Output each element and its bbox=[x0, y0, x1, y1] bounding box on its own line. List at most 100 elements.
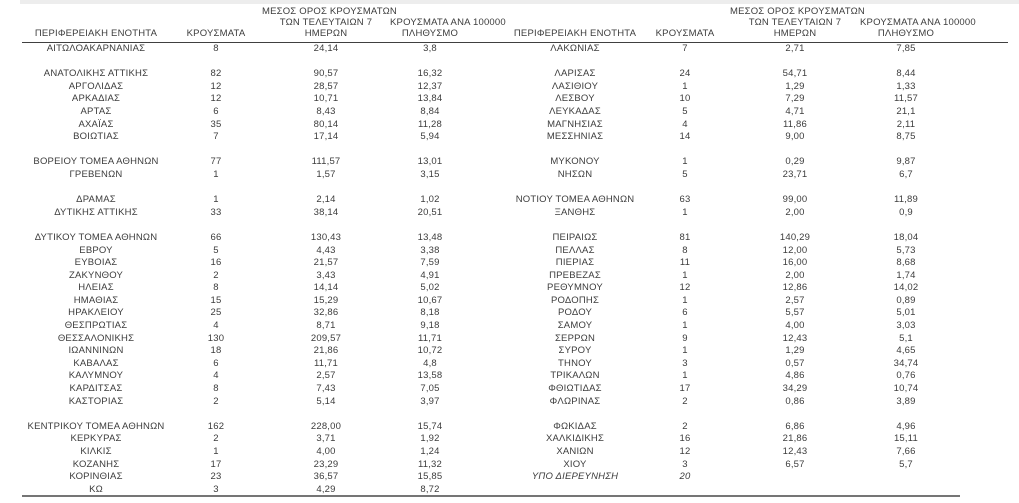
right-per100k-cell: 0,9 bbox=[899, 206, 913, 218]
right-cases-cell: 12 bbox=[679, 282, 691, 294]
table-row: ΑΡΚΑΔΙΑΣ 12 10,71 13,84 ΛΕΣΒΟΥ 10 7,29 11,57 bbox=[22, 93, 1008, 106]
right-cases-cell: 11 bbox=[679, 257, 691, 269]
right-cases-cell: 8 bbox=[682, 244, 688, 256]
table-row: ΗΜΑΘΙΑΣ 15 15,29 10,67 ΡΟΔΟΠΗΣ 1 2,57 0,89 bbox=[22, 295, 1008, 308]
header-region-right-label: ΠΕΡΙΦΕΡΕΙΑΚΗ ΕΝΟΤΗΤΑ bbox=[513, 28, 637, 39]
right-per100k-cell: 18,04 bbox=[893, 231, 919, 243]
right-region-cell: ΧΙΟΥ bbox=[563, 458, 587, 470]
header-per100k-right-line2: ΠΛΗΘΥΣΜΟ bbox=[877, 28, 935, 39]
left-per100k-cell: 5,94 bbox=[420, 131, 440, 143]
right-cases-cell: 20 bbox=[679, 471, 691, 483]
left-cases-cell: 82 bbox=[210, 68, 222, 80]
left-per100k-cell: 13,84 bbox=[417, 93, 443, 105]
right-region-cell: ΠΡΕΒΕΖΑΣ bbox=[549, 269, 601, 281]
left-per100k-cell: 20,51 bbox=[417, 206, 443, 218]
right-per100k-cell: 3,03 bbox=[896, 320, 916, 332]
right-avg7-cell: 99,00 bbox=[782, 194, 808, 206]
left-region-cell: ΚΕΡΚΥΡΑΣ bbox=[70, 433, 122, 445]
left-avg7-cell: 8,71 bbox=[316, 320, 336, 332]
header-cases-left: ΚΡΟΥΣΜΑΤΑ bbox=[170, 4, 262, 43]
right-region-cell: ΛΕΣΒΟΥ bbox=[555, 93, 595, 105]
left-region-cell: ΓΡΕΒΕΝΩΝ bbox=[69, 168, 123, 180]
left-per100k-cell: 9,18 bbox=[420, 320, 440, 332]
left-avg7-cell: 8,43 bbox=[316, 105, 336, 117]
left-avg7-cell: 32,86 bbox=[313, 307, 339, 319]
table-header: ΠΕΡΙΦΕΡΕΙΑΚΗ ΕΝΟΤΗΤΑ ΚΡΟΥΣΜΑΤΑ ΜΕΣΟΣ ΟΡΟ… bbox=[22, 4, 1008, 43]
right-avg7-cell: 2,00 bbox=[785, 269, 805, 281]
left-per100k-cell: 10,67 bbox=[417, 294, 443, 306]
right-avg7-cell: 4,71 bbox=[785, 105, 805, 117]
left-region-cell: ΚΟΖΑΝΗΣ bbox=[72, 458, 120, 470]
right-cases-cell: 2 bbox=[682, 395, 688, 407]
left-cases-cell: 25 bbox=[210, 307, 222, 319]
right-per100k-cell: 8,68 bbox=[896, 257, 916, 269]
header-cases-left-label: ΚΡΟΥΣΜΑΤΑ bbox=[186, 28, 246, 39]
right-region-cell: ΛΑΡΙΣΑΣ bbox=[554, 68, 596, 80]
left-avg7-cell: 24,14 bbox=[313, 43, 339, 54]
left-region-cell: ΔΡΑΜΑΣ bbox=[76, 194, 116, 206]
left-per100k-cell: 15,85 bbox=[417, 471, 443, 483]
left-region-cell: ΚΙΛΚΙΣ bbox=[80, 446, 112, 457]
left-region-cell: ΑΡΓΟΛΙΔΑΣ bbox=[68, 80, 124, 92]
table-row: ΙΩΑΝΝΙΝΩΝ 18 21,86 10,72 ΣΥΡΟΥ 1 1,29 4,65 bbox=[22, 345, 1008, 358]
right-region-cell: ΜΑΓΝΗΣΙΑΣ bbox=[547, 118, 603, 130]
right-region-cell: ΧΑΝΙΩΝ bbox=[556, 446, 594, 457]
table-row: ΔΡΑΜΑΣ 1 2,14 1,02 ΝΟΤΙΟΥ ΤΟΜΕΑ ΑΘΗΝΩΝ 63 99,0… bbox=[22, 194, 1008, 207]
right-per100k-cell: 11,89 bbox=[893, 194, 919, 206]
left-per100k-cell: 7,05 bbox=[420, 383, 440, 395]
table-row: ΚΟΡΙΝΘΙΑΣ 23 36,57 15,85 ΥΠΟ ΔΙΕΡΕΥΝΗΣΗ 20 bbox=[22, 471, 1008, 484]
left-cases-cell: 16 bbox=[210, 257, 222, 269]
right-cases-cell: 10 bbox=[679, 93, 691, 105]
spacer-row bbox=[22, 56, 1008, 69]
right-avg7-cell: 140,29 bbox=[779, 231, 811, 243]
left-avg7-cell: 11,71 bbox=[313, 357, 339, 369]
spacer-row bbox=[22, 144, 1008, 157]
right-region-cell: ΛΕΥΚΑΔΑΣ bbox=[549, 105, 601, 117]
left-per100k-cell: 10,72 bbox=[417, 345, 443, 357]
right-per100k-cell: 15,11 bbox=[893, 433, 919, 445]
table-row: ΘΕΣΠΡΩΤΙΑΣ 4 8,71 9,18 ΣΑΜΟΥ 1 4,00 3,03 bbox=[22, 320, 1008, 333]
right-per100k-cell: 0,76 bbox=[896, 370, 916, 382]
right-per100k-cell: 14,02 bbox=[893, 282, 919, 294]
left-cases-cell: 162 bbox=[207, 420, 225, 432]
left-cases-cell: 17 bbox=[210, 458, 222, 470]
right-per100k-cell: 34,74 bbox=[893, 357, 919, 369]
left-region-cell: ΑΙΤΩΛΟΑΚΑΡΝΑΝΙΑΣ bbox=[46, 43, 146, 54]
table-row: ΚΙΛΚΙΣ 1 4,00 1,24 ΧΑΝΙΩΝ 12 12,43 7,66 bbox=[22, 446, 1008, 459]
right-region-cell: ΡΟΔΟΥ bbox=[557, 307, 593, 319]
left-cases-cell: 15 bbox=[210, 294, 222, 306]
right-region-cell: ΦΛΩΡΙΝΑΣ bbox=[549, 395, 601, 407]
table-row: ΗΛΕΙΑΣ 8 14,14 5,02 ΡΕΘΥΜΝΟΥ 12 12,86 14,02 bbox=[22, 282, 1008, 295]
right-per100k-cell: 2,11 bbox=[896, 118, 916, 130]
right-avg7-cell: 9,00 bbox=[785, 131, 805, 143]
right-avg7-cell: 7,29 bbox=[785, 93, 805, 105]
right-cases-cell: 1 bbox=[682, 370, 688, 382]
left-avg7-cell: 2,57 bbox=[316, 370, 336, 382]
right-region-cell: ΛΑΣΙΘΙΟΥ bbox=[551, 80, 599, 92]
left-cases-cell: 2 bbox=[213, 395, 219, 407]
header-region-left-label: ΠΕΡΙΦΕΡΕΙΑΚΗ ΕΝΟΤΗΤΑ bbox=[34, 28, 158, 39]
left-region-cell: ΘΕΣΣΑΛΟΝΙΚΗΣ bbox=[57, 332, 135, 344]
left-per100k-cell: 3,8 bbox=[423, 43, 437, 54]
right-cases-cell: 6 bbox=[682, 307, 688, 319]
table-row: ΘΕΣΣΑΛΟΝΙΚΗΣ 130 209,57 11,71 ΣΕΡΡΩΝ 9 12,43 5,… bbox=[22, 333, 1008, 346]
right-cases-cell: 14 bbox=[679, 131, 691, 143]
right-cases-cell: 24 bbox=[679, 68, 691, 80]
left-per100k-cell: 3,97 bbox=[420, 395, 440, 407]
left-avg7-cell: 111,57 bbox=[311, 156, 341, 168]
left-avg7-cell: 3,43 bbox=[316, 269, 336, 281]
right-avg7-cell: 12,86 bbox=[782, 282, 808, 294]
right-avg7-cell: 34,29 bbox=[782, 383, 808, 395]
header-avg7-left-line2: ΤΩΝ ΤΕΛΕΥΤΑΙΩΝ 7 bbox=[279, 17, 373, 28]
spacer-cell bbox=[22, 219, 1008, 232]
left-cases-cell: 35 bbox=[210, 118, 222, 130]
table-row: ΚΩ 3 4,29 8,72 bbox=[22, 484, 1008, 497]
right-region-cell: ΞΑΝΘΗΣ bbox=[554, 206, 596, 218]
right-avg7-cell bbox=[730, 471, 860, 484]
left-cases-cell: 8 bbox=[213, 43, 219, 54]
top-divider bbox=[20, 0, 1019, 4]
right-cases-cell: 1 bbox=[682, 269, 688, 281]
left-cases-cell: 6 bbox=[213, 105, 219, 117]
spacer-cell bbox=[22, 56, 1008, 69]
left-region-cell: ΔΥΤΙΚΟΥ ΤΟΜΕΑ ΑΘΗΝΩΝ bbox=[34, 231, 158, 243]
